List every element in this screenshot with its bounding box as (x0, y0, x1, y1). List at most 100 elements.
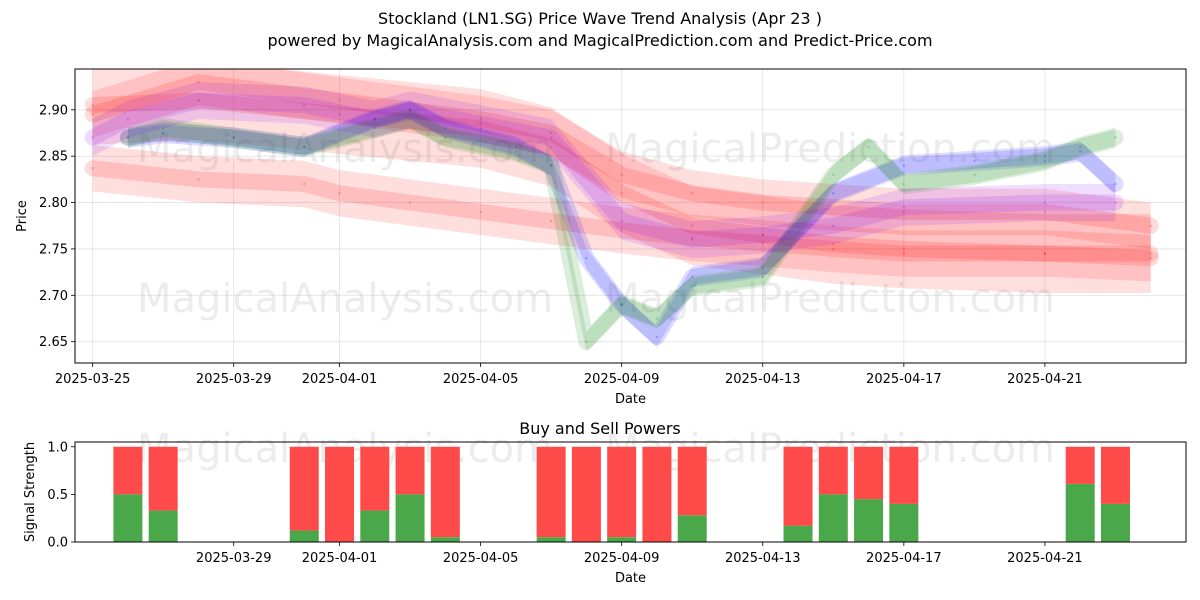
sell-bar (571, 446, 601, 542)
y-tick-label: 1.0 (47, 440, 68, 455)
buy-bar (395, 494, 425, 542)
wave-point (620, 173, 623, 176)
wave-point (197, 178, 200, 181)
buy-bar (1100, 503, 1130, 542)
wave-point (549, 219, 553, 223)
lower-chart-title: Buy and Sell Powers (519, 419, 681, 438)
wave-point (161, 131, 165, 135)
wave-point (761, 233, 764, 237)
watermark-text: MagicalAnalysis.com (137, 126, 553, 172)
wave-point (197, 99, 200, 102)
wave-band (127, 99, 1116, 348)
x-tick-label: 2025-04-05 (443, 551, 519, 566)
y-tick-label: 0.5 (47, 488, 68, 503)
wave-line (119, 101, 1124, 346)
x-tick-label: 2025-04-21 (1007, 551, 1083, 566)
wave-line (119, 111, 1124, 350)
sell-bar (854, 446, 884, 500)
wave-point (832, 243, 835, 246)
wave-point (902, 164, 906, 167)
watermark-text: MagicalPrediction.com (605, 276, 1055, 322)
x-tick-label: 2025-04-21 (1007, 372, 1083, 387)
chart-title: Stockland (LN1.SG) Price Wave Trend Anal… (378, 9, 822, 28)
wave-point (408, 108, 412, 112)
sell-bar (1065, 446, 1095, 484)
x-tick-label: 2025-04-17 (866, 551, 942, 566)
wave-point (1043, 252, 1047, 255)
y-tick-label: 2.80 (39, 196, 68, 211)
y-axis-label: Signal Strength (23, 442, 38, 542)
wave-point (549, 136, 553, 139)
wave-point (303, 145, 306, 149)
wave-point (655, 335, 659, 339)
wave-point (1078, 145, 1082, 149)
x-tick-label: 2025-03-29 (196, 551, 272, 566)
power-bars-group (113, 446, 1130, 542)
sell-bar (783, 446, 813, 526)
wave-series-2 (84, 69, 1159, 293)
wave-point (585, 256, 588, 260)
wave-point (902, 210, 906, 214)
x-tick-label: 2025-04-09 (584, 551, 660, 566)
wave-point (620, 303, 623, 306)
x-tick-label: 2025-04-09 (584, 372, 660, 387)
wave-line (84, 92, 1159, 262)
wave-point (867, 145, 870, 149)
wave-point (126, 117, 130, 121)
wave-point (373, 117, 376, 121)
wave-point (338, 192, 341, 195)
wave-point (91, 113, 94, 116)
wave-point (373, 117, 376, 121)
wave-point (973, 159, 976, 163)
wave-point (338, 113, 341, 116)
chart-subtitle: powered by MagicalAnalysis.com and Magic… (267, 31, 933, 50)
wave-band (92, 69, 1151, 293)
sell-bar (536, 446, 566, 538)
wave-point (549, 145, 553, 149)
wave-point (514, 145, 518, 149)
wave-point (303, 103, 306, 107)
buy-bar (360, 510, 390, 542)
wave-point (197, 80, 200, 84)
sell-bar (148, 446, 178, 511)
y-tick-label: 0.0 (47, 536, 68, 551)
wave-point (1043, 201, 1047, 204)
wave-band (92, 145, 1151, 282)
wave-point (91, 136, 94, 139)
sell-bar (642, 446, 672, 542)
wave-series-3 (84, 69, 1159, 249)
x-axis-label: Date (615, 392, 646, 407)
wave-point (973, 173, 976, 176)
wave-point (1114, 136, 1117, 139)
wave-point (691, 238, 694, 241)
wave-point (655, 317, 659, 320)
wave-point (514, 150, 518, 153)
wave-point (761, 266, 764, 269)
wave-point (338, 99, 341, 102)
wave-point (1149, 256, 1152, 260)
wave-point (691, 224, 694, 227)
wave-point (691, 192, 694, 195)
sell-bar (430, 446, 460, 538)
wave-band (127, 108, 1116, 352)
wave-point (691, 284, 694, 288)
wave-point (620, 192, 623, 195)
wave-point (832, 247, 835, 251)
wave-point (761, 275, 764, 278)
y-tick-label: 2.65 (39, 335, 68, 350)
wave-point (832, 224, 835, 227)
wave-point (902, 205, 906, 209)
wave-point (91, 103, 94, 107)
wave-point (126, 136, 130, 139)
wave-line (84, 92, 1124, 248)
buy-bar (818, 494, 848, 542)
buy-bar (889, 503, 919, 542)
buy-bar (783, 525, 813, 542)
wave-series-5 (119, 108, 1124, 352)
buy-bar (113, 494, 143, 542)
wave-point (303, 182, 306, 186)
wave-series-1 (84, 145, 1159, 282)
wave-point (1043, 252, 1047, 255)
x-tick-label: 2025-04-01 (302, 372, 378, 387)
